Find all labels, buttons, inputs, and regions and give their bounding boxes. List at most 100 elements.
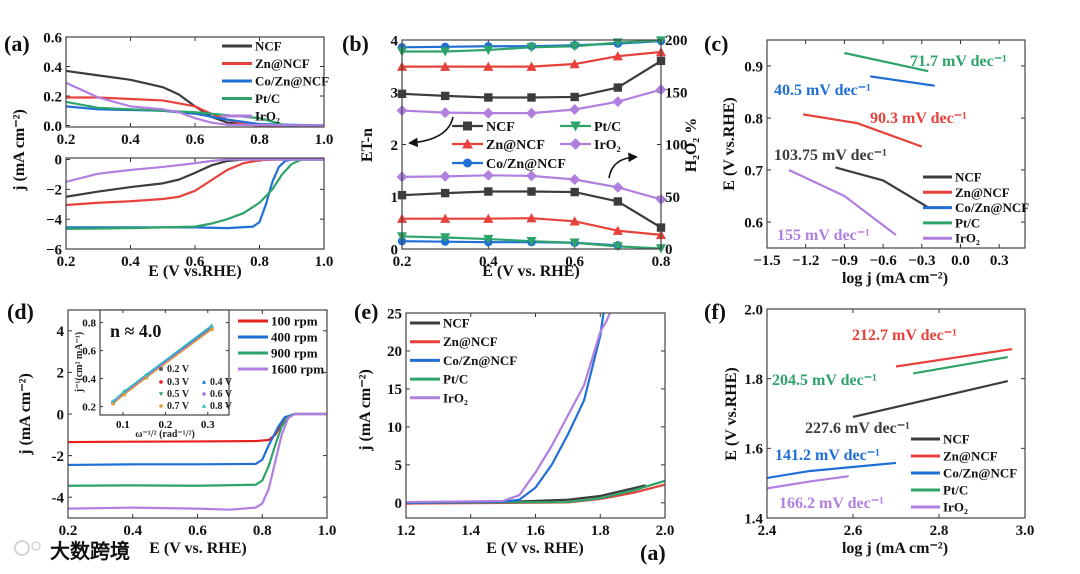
series-line-400rpm (68, 412, 327, 467)
y-tick-label-right: 50 (665, 190, 680, 206)
series-line-coznncf (66, 105, 324, 127)
data-point-marker (462, 138, 473, 149)
y-axis-label-right: H₂O₂ % (683, 118, 700, 172)
series-line-coznncf (767, 461, 897, 480)
x-tick-label: 2.8 (930, 523, 949, 539)
legend-label: IrO₂ (255, 109, 280, 124)
data-point-marker (483, 234, 494, 245)
y-tick-label: 4 (57, 324, 65, 340)
data-point-marker (526, 236, 537, 247)
inset-annotation: n ≈ 4.0 (110, 321, 161, 341)
x-tick-label: 1.0 (318, 523, 337, 539)
series-line-ptc (913, 355, 1008, 375)
plot-frame (766, 39, 1026, 249)
data-point-marker (570, 187, 579, 197)
x-tick-label: 1.6 (526, 523, 545, 539)
inset-legend-label: 0.6 V (210, 389, 233, 400)
data-point-marker (159, 380, 163, 384)
y-tick-label-right: 100 (665, 138, 688, 154)
legend-label: Pt/C (943, 483, 968, 498)
y-tick-label: 0.6 (43, 30, 62, 46)
x-tick-label: 0.2 (57, 254, 76, 270)
y-axis-label: ET-n (359, 128, 376, 162)
data-point-marker (483, 45, 494, 55)
y-tick-label: 0.0 (43, 119, 62, 135)
inset-legend-label: 0.2 V (167, 364, 190, 375)
y-tick-label: 0.2 (43, 89, 62, 105)
x-tick-label: 0.2 (158, 419, 172, 431)
series-group (66, 69, 324, 127)
series-line-900rpm (68, 412, 327, 487)
plot-frame (99, 309, 230, 416)
plot-frame (405, 312, 666, 519)
data-point-marker (159, 367, 163, 371)
series-line-06v (112, 327, 212, 403)
panel-label: (c) (704, 31, 728, 56)
data-point-marker (612, 38, 623, 48)
x-axis-label: log j (mA cm⁻²) (842, 540, 948, 557)
y-tick-label: 3 (391, 86, 399, 102)
y-tick-label: 0 (57, 407, 65, 423)
series-group (767, 347, 1013, 490)
y-tick-label: -4 (52, 490, 65, 506)
x-tick-label: −1.5 (753, 253, 780, 269)
data-point-marker (144, 376, 149, 380)
x-tick-label: 0.6 (186, 254, 205, 270)
data-point-marker (484, 187, 493, 196)
x-tick-label: 3.0 (1016, 523, 1035, 539)
y-axis-label: E (V vs.RHE) (721, 97, 738, 191)
y-tick-label: 0.2 (82, 401, 96, 413)
inset-legend-label: 0.3 V (167, 377, 190, 388)
y-tick-label: 0 (395, 496, 403, 512)
data-point-marker (612, 181, 624, 193)
x-tick-label: 1.8 (591, 523, 610, 539)
series-line-znncf (802, 113, 923, 148)
series-line-coznncf (406, 313, 605, 504)
legend-label: IrO₂ (443, 390, 468, 405)
series-line-07v (112, 329, 212, 405)
legend-label: Pt/C (255, 91, 280, 106)
series-group (788, 51, 935, 236)
data-point-marker (612, 96, 624, 108)
x-tick-label: 0.3 (201, 419, 215, 431)
data-point-marker (201, 403, 207, 408)
data-point-marker (526, 61, 537, 71)
panel-label: (a) (4, 31, 30, 56)
x-tick-label: 2.6 (844, 523, 863, 539)
watermark-text: 大数跨境 (50, 539, 130, 563)
legend-label: 100 rpm (271, 314, 318, 329)
series-line-iro (66, 158, 324, 183)
x-tick-label: 0.2 (59, 523, 78, 539)
legend-label: NCF (943, 432, 970, 447)
legend-label: IrO₂ (955, 231, 980, 246)
y-tick-label: 0.7 (744, 163, 763, 179)
data-point-marker (569, 104, 581, 115)
y-tick-label: 1.6 (744, 442, 763, 458)
panel-label: (f) (704, 299, 726, 324)
y-tick-label: 1.4 (744, 511, 763, 527)
plot-axes (405, 312, 666, 519)
x-tick-label: −0.9 (831, 253, 858, 269)
series-line-ncf (835, 166, 929, 209)
data-point-marker (527, 187, 536, 196)
x-tick-label: 1.0 (315, 132, 334, 148)
legend-label: Zn@NCF (955, 185, 1010, 200)
data-point-marker (526, 107, 537, 119)
x-tick-label: 0.3 (990, 253, 1009, 269)
slope-annotation: 227.6 mV dec⁻¹ (805, 420, 910, 437)
legend-label: Zn@NCF (255, 56, 310, 71)
y-tick-label-right: 200 (665, 33, 688, 49)
x-tick-label: 0.6 (188, 523, 207, 539)
legend-label: 900 rpm (271, 346, 318, 361)
slope-annotation: 212.7 mV dec⁻¹ (852, 327, 957, 344)
x-tick-label: 0.4 (121, 254, 140, 270)
series-line-znncf (895, 347, 1013, 368)
x-tick-label: 0.0 (951, 253, 970, 269)
legend-label: NCF (486, 120, 515, 135)
x-tick-label: 0.8 (250, 254, 269, 270)
x-axis-label: E (V vs.RHE) (148, 263, 242, 280)
data-point-marker (613, 83, 623, 92)
inset-y-axis-label: j⁻¹(cm² mA⁻¹) (74, 332, 85, 393)
data-point-marker (526, 43, 537, 53)
